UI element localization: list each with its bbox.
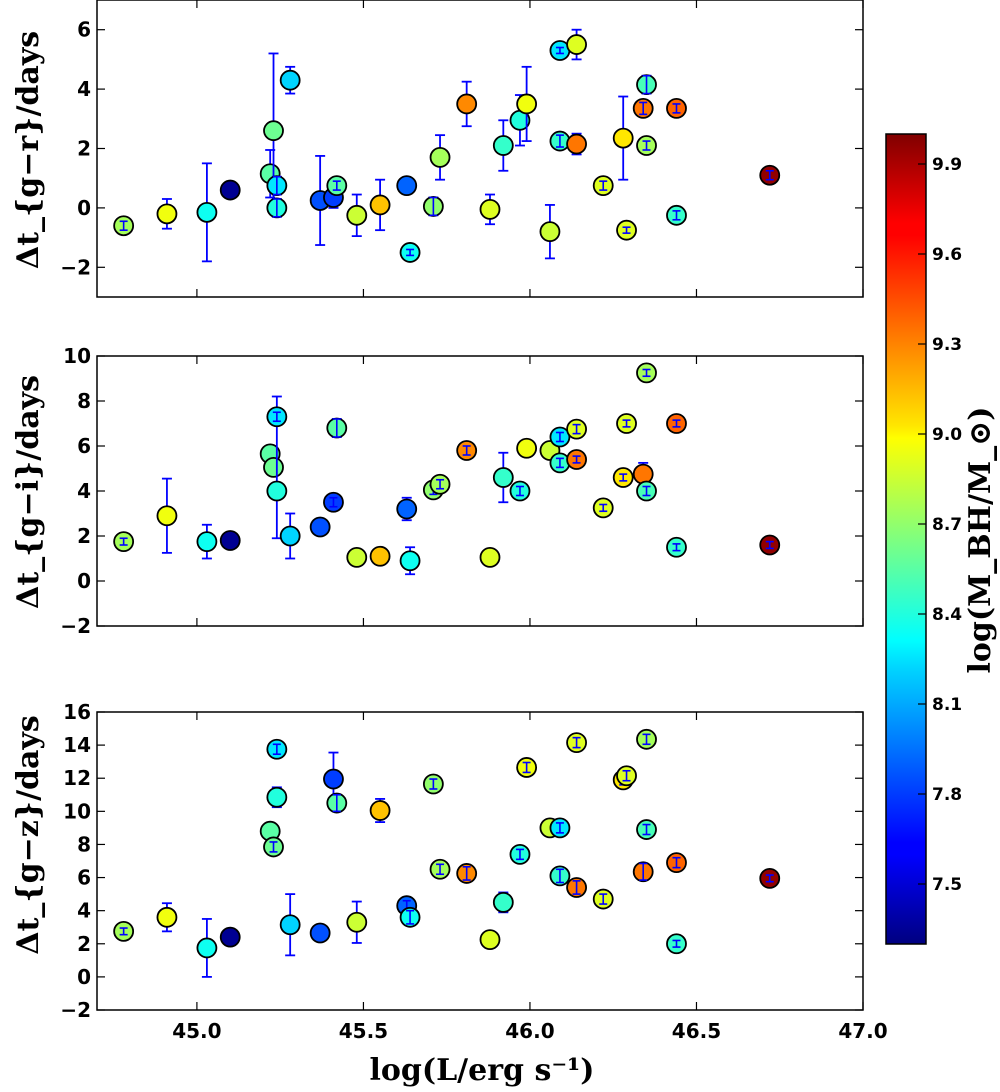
y-tick-label: 6 — [77, 434, 91, 458]
data-point — [516, 437, 538, 459]
y-tick-label: 2 — [77, 137, 91, 161]
data-point — [263, 456, 284, 478]
data-point — [219, 530, 241, 551]
data-point — [492, 467, 514, 488]
data-point — [539, 221, 561, 243]
points — [113, 362, 781, 576]
data-point — [456, 93, 478, 115]
plot-frame — [96, 0, 864, 298]
data-point — [196, 937, 218, 959]
data-point — [279, 69, 301, 91]
y-tick-label: 2 — [77, 932, 91, 956]
data-point — [399, 550, 421, 572]
data-point — [566, 34, 587, 55]
data-point — [632, 463, 654, 485]
data-point — [266, 786, 288, 808]
points — [113, 728, 781, 978]
y-tick-label: 0 — [77, 196, 91, 220]
data-point — [612, 127, 634, 149]
y-tick-label: 6 — [77, 866, 91, 890]
data-point — [156, 906, 178, 928]
plot-frame — [96, 711, 864, 1011]
data-point — [196, 201, 218, 223]
data-point — [369, 194, 391, 216]
colorbar-tick-label: 8.7 — [932, 515, 962, 535]
data-point — [396, 498, 418, 520]
data-point — [479, 929, 501, 951]
data-point — [346, 546, 368, 568]
data-point — [309, 516, 331, 538]
colorbar-ticks: 7.5 7.8 8.1 8.4 8.7 9.0 9.3 9.6 9.9 — [918, 155, 962, 895]
data-point — [219, 179, 241, 201]
colorbar-tick-label: 9.3 — [932, 335, 962, 355]
data-point — [396, 175, 418, 197]
data-point — [323, 768, 344, 790]
colorbar-tick-label: 7.5 — [932, 875, 962, 895]
y-tick-label: 6 — [77, 18, 91, 42]
y-tick-label: 8 — [77, 389, 91, 413]
data-point — [263, 120, 284, 142]
colorbar-tick-label: 9.9 — [932, 155, 962, 175]
y-tick-label: −2 — [60, 998, 91, 1022]
data-point — [479, 198, 501, 220]
data-point — [309, 922, 331, 944]
data-point — [219, 926, 241, 948]
colorbar-label: log(M_BH/M_⊙) — [963, 407, 998, 674]
panel-gr: −2 0 2 4 6 — [60, 0, 864, 298]
data-point — [156, 203, 178, 225]
colorbar-tick-label: 9.6 — [932, 245, 962, 265]
x-tick-labels: 45.0 45.5 46.0 46.5 47.0 — [172, 1019, 887, 1043]
y-tick-label: 10 — [63, 799, 91, 823]
ylabel-gr: Δt_{g−r}/days — [11, 31, 46, 269]
panel-gz: −2 0 2 4 6 8 10 12 14 16 — [60, 700, 864, 1022]
colorbar-tick-label: 9.0 — [932, 425, 962, 445]
data-point — [266, 480, 288, 502]
data-point — [566, 133, 587, 155]
ylabel-gz: Δt_{g−z}/days — [11, 715, 46, 955]
data-point — [429, 147, 451, 168]
x-tick-label: 47.0 — [838, 1019, 887, 1043]
data-point — [346, 204, 368, 226]
y-tick-label: 12 — [63, 766, 91, 790]
panel-gi: −2 0 2 4 6 8 10 — [60, 344, 864, 638]
data-point — [492, 891, 514, 913]
data-point — [516, 93, 538, 115]
ylabel-gi: Δt_{g−i}/days — [11, 375, 46, 609]
x-tick-label: 45.5 — [339, 1019, 388, 1043]
y-tick-label: 4 — [77, 899, 91, 923]
x-tick-label: 46.5 — [672, 1019, 721, 1043]
colorbar-tick-label: 8.4 — [932, 605, 962, 625]
colorbar: 7.5 7.8 8.1 8.4 8.7 9.0 9.3 9.6 9.9 log(M_BH/M_⊙… — [885, 133, 998, 945]
data-point — [279, 525, 301, 547]
data-point — [369, 800, 391, 821]
colorbar-tick-label: 7.8 — [932, 785, 962, 805]
y-tick-label: 14 — [63, 733, 91, 757]
y-tick-label: 0 — [77, 965, 91, 989]
points — [113, 28, 781, 263]
y-tick-label: −2 — [60, 255, 91, 279]
data-point — [479, 546, 501, 568]
y-tick-label: 4 — [77, 77, 91, 101]
y-tick-label: 2 — [77, 524, 91, 548]
x-tick-label: 46.0 — [505, 1019, 554, 1043]
data-point — [369, 545, 391, 567]
y-tick-label: 8 — [77, 832, 91, 856]
data-point — [196, 531, 218, 553]
y-tick-label: −2 — [60, 614, 91, 638]
data-point — [279, 914, 301, 936]
data-point — [156, 505, 178, 527]
colorbar-gradient — [885, 133, 927, 945]
y-tick-label: 10 — [63, 344, 91, 368]
xlabel: log(L/erg s⁻¹) — [370, 1053, 595, 1088]
x-tick-label: 45.0 — [172, 1019, 221, 1043]
data-point — [346, 911, 368, 933]
plot-frame — [96, 355, 864, 627]
colorbar-tick-label: 8.1 — [932, 695, 962, 715]
y-tick-label: 0 — [77, 569, 91, 593]
y-tick-label: 4 — [77, 479, 91, 503]
data-point — [492, 135, 514, 156]
y-tick-label: 16 — [63, 700, 91, 724]
